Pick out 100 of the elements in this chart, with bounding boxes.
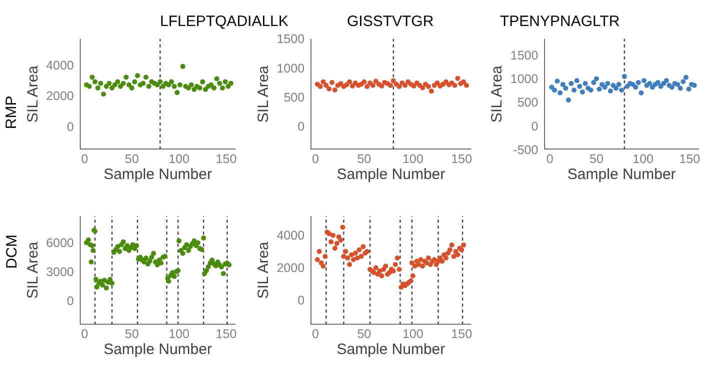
point	[332, 88, 338, 93]
point	[619, 88, 624, 93]
point	[326, 86, 332, 92]
point	[112, 82, 118, 88]
x-tick-label: 100	[168, 327, 190, 342]
point	[580, 89, 585, 94]
point	[426, 84, 431, 90]
point	[605, 81, 610, 86]
x-axis-title: Sample Number	[104, 341, 212, 358]
point	[647, 81, 652, 86]
y-axis-title: SIL Area	[24, 64, 42, 123]
point	[669, 84, 674, 90]
point	[104, 84, 109, 89]
y-tick-label: 0	[66, 294, 74, 308]
y-axis-title: SIL Area	[255, 241, 272, 299]
point	[390, 78, 396, 84]
point	[608, 88, 613, 94]
point	[591, 80, 596, 86]
y-tick-label: 1000	[276, 61, 305, 76]
point	[370, 82, 376, 88]
point	[158, 79, 163, 84]
point	[220, 85, 225, 90]
point	[563, 86, 568, 91]
chart-title: TPENYPNAGLTR	[500, 13, 620, 30]
y-tick-label: 1500	[510, 48, 538, 63]
x-axis-title: Sample Number	[104, 166, 212, 183]
point	[686, 86, 692, 92]
point	[186, 85, 191, 90]
point	[126, 82, 132, 88]
point	[560, 82, 566, 87]
point	[379, 83, 384, 88]
point	[568, 81, 574, 86]
point	[177, 82, 182, 88]
point	[664, 78, 669, 84]
point	[661, 81, 666, 86]
x-tick-label: 100	[402, 327, 424, 342]
point	[455, 76, 460, 81]
x-tick-label: 50	[124, 327, 139, 342]
x-tick-label: 0	[81, 327, 88, 342]
point	[222, 79, 228, 84]
x-tick-label: 0	[312, 152, 319, 166]
y-tick-label: 1500	[276, 32, 305, 46]
point	[558, 90, 563, 96]
point	[420, 85, 426, 90]
x-axis-title: Sample Number	[336, 341, 446, 358]
y-tick-label: 3000	[46, 265, 74, 280]
x-tick-label: 0	[546, 152, 554, 166]
point	[143, 74, 148, 80]
x-tick-label: 150	[679, 152, 700, 166]
point	[638, 90, 644, 96]
point	[633, 84, 638, 90]
point	[616, 82, 622, 87]
point	[172, 84, 177, 89]
point	[197, 85, 202, 90]
text: RMP	[2, 96, 20, 130]
point	[594, 76, 599, 82]
point	[168, 79, 174, 84]
point	[95, 85, 100, 90]
chart-title: LFLEPTQADIALLK	[160, 13, 288, 30]
y-tick-label: 4000	[276, 228, 305, 243]
point	[208, 82, 214, 88]
point	[202, 86, 208, 92]
point	[180, 64, 186, 69]
point	[188, 82, 194, 88]
point	[683, 74, 688, 80]
point	[572, 88, 577, 93]
point	[154, 82, 160, 88]
y-tick-label: 500	[284, 90, 305, 104]
point	[362, 79, 367, 84]
point	[86, 84, 92, 89]
point	[577, 84, 582, 89]
point	[100, 92, 106, 97]
point	[174, 90, 180, 96]
y-tick-label: -500	[513, 142, 538, 157]
point	[642, 78, 646, 84]
point	[338, 81, 344, 86]
y-tick-label: 0	[531, 119, 538, 134]
text: DCM	[3, 234, 20, 269]
point	[92, 79, 98, 84]
point	[461, 79, 466, 84]
y-tick-label: 4000	[46, 58, 74, 72]
point	[228, 80, 234, 86]
point	[464, 82, 469, 88]
point	[636, 80, 641, 86]
point	[90, 74, 95, 80]
point	[115, 79, 120, 84]
point	[166, 82, 172, 88]
y-tick-label: 2000	[276, 261, 305, 276]
point	[330, 80, 334, 85]
y-tick-label: 500	[517, 96, 538, 110]
x-tick-label: 150	[451, 152, 472, 166]
x-tick-label: 50	[357, 327, 372, 342]
point	[118, 84, 123, 89]
y-axis-title: SIL Area	[24, 241, 42, 299]
point	[582, 81, 588, 86]
point	[214, 76, 220, 82]
point	[428, 88, 434, 94]
x-tick-label: 150	[451, 327, 472, 342]
x-tick-label: 100	[402, 152, 424, 166]
x-tick-label: 50	[124, 152, 139, 166]
